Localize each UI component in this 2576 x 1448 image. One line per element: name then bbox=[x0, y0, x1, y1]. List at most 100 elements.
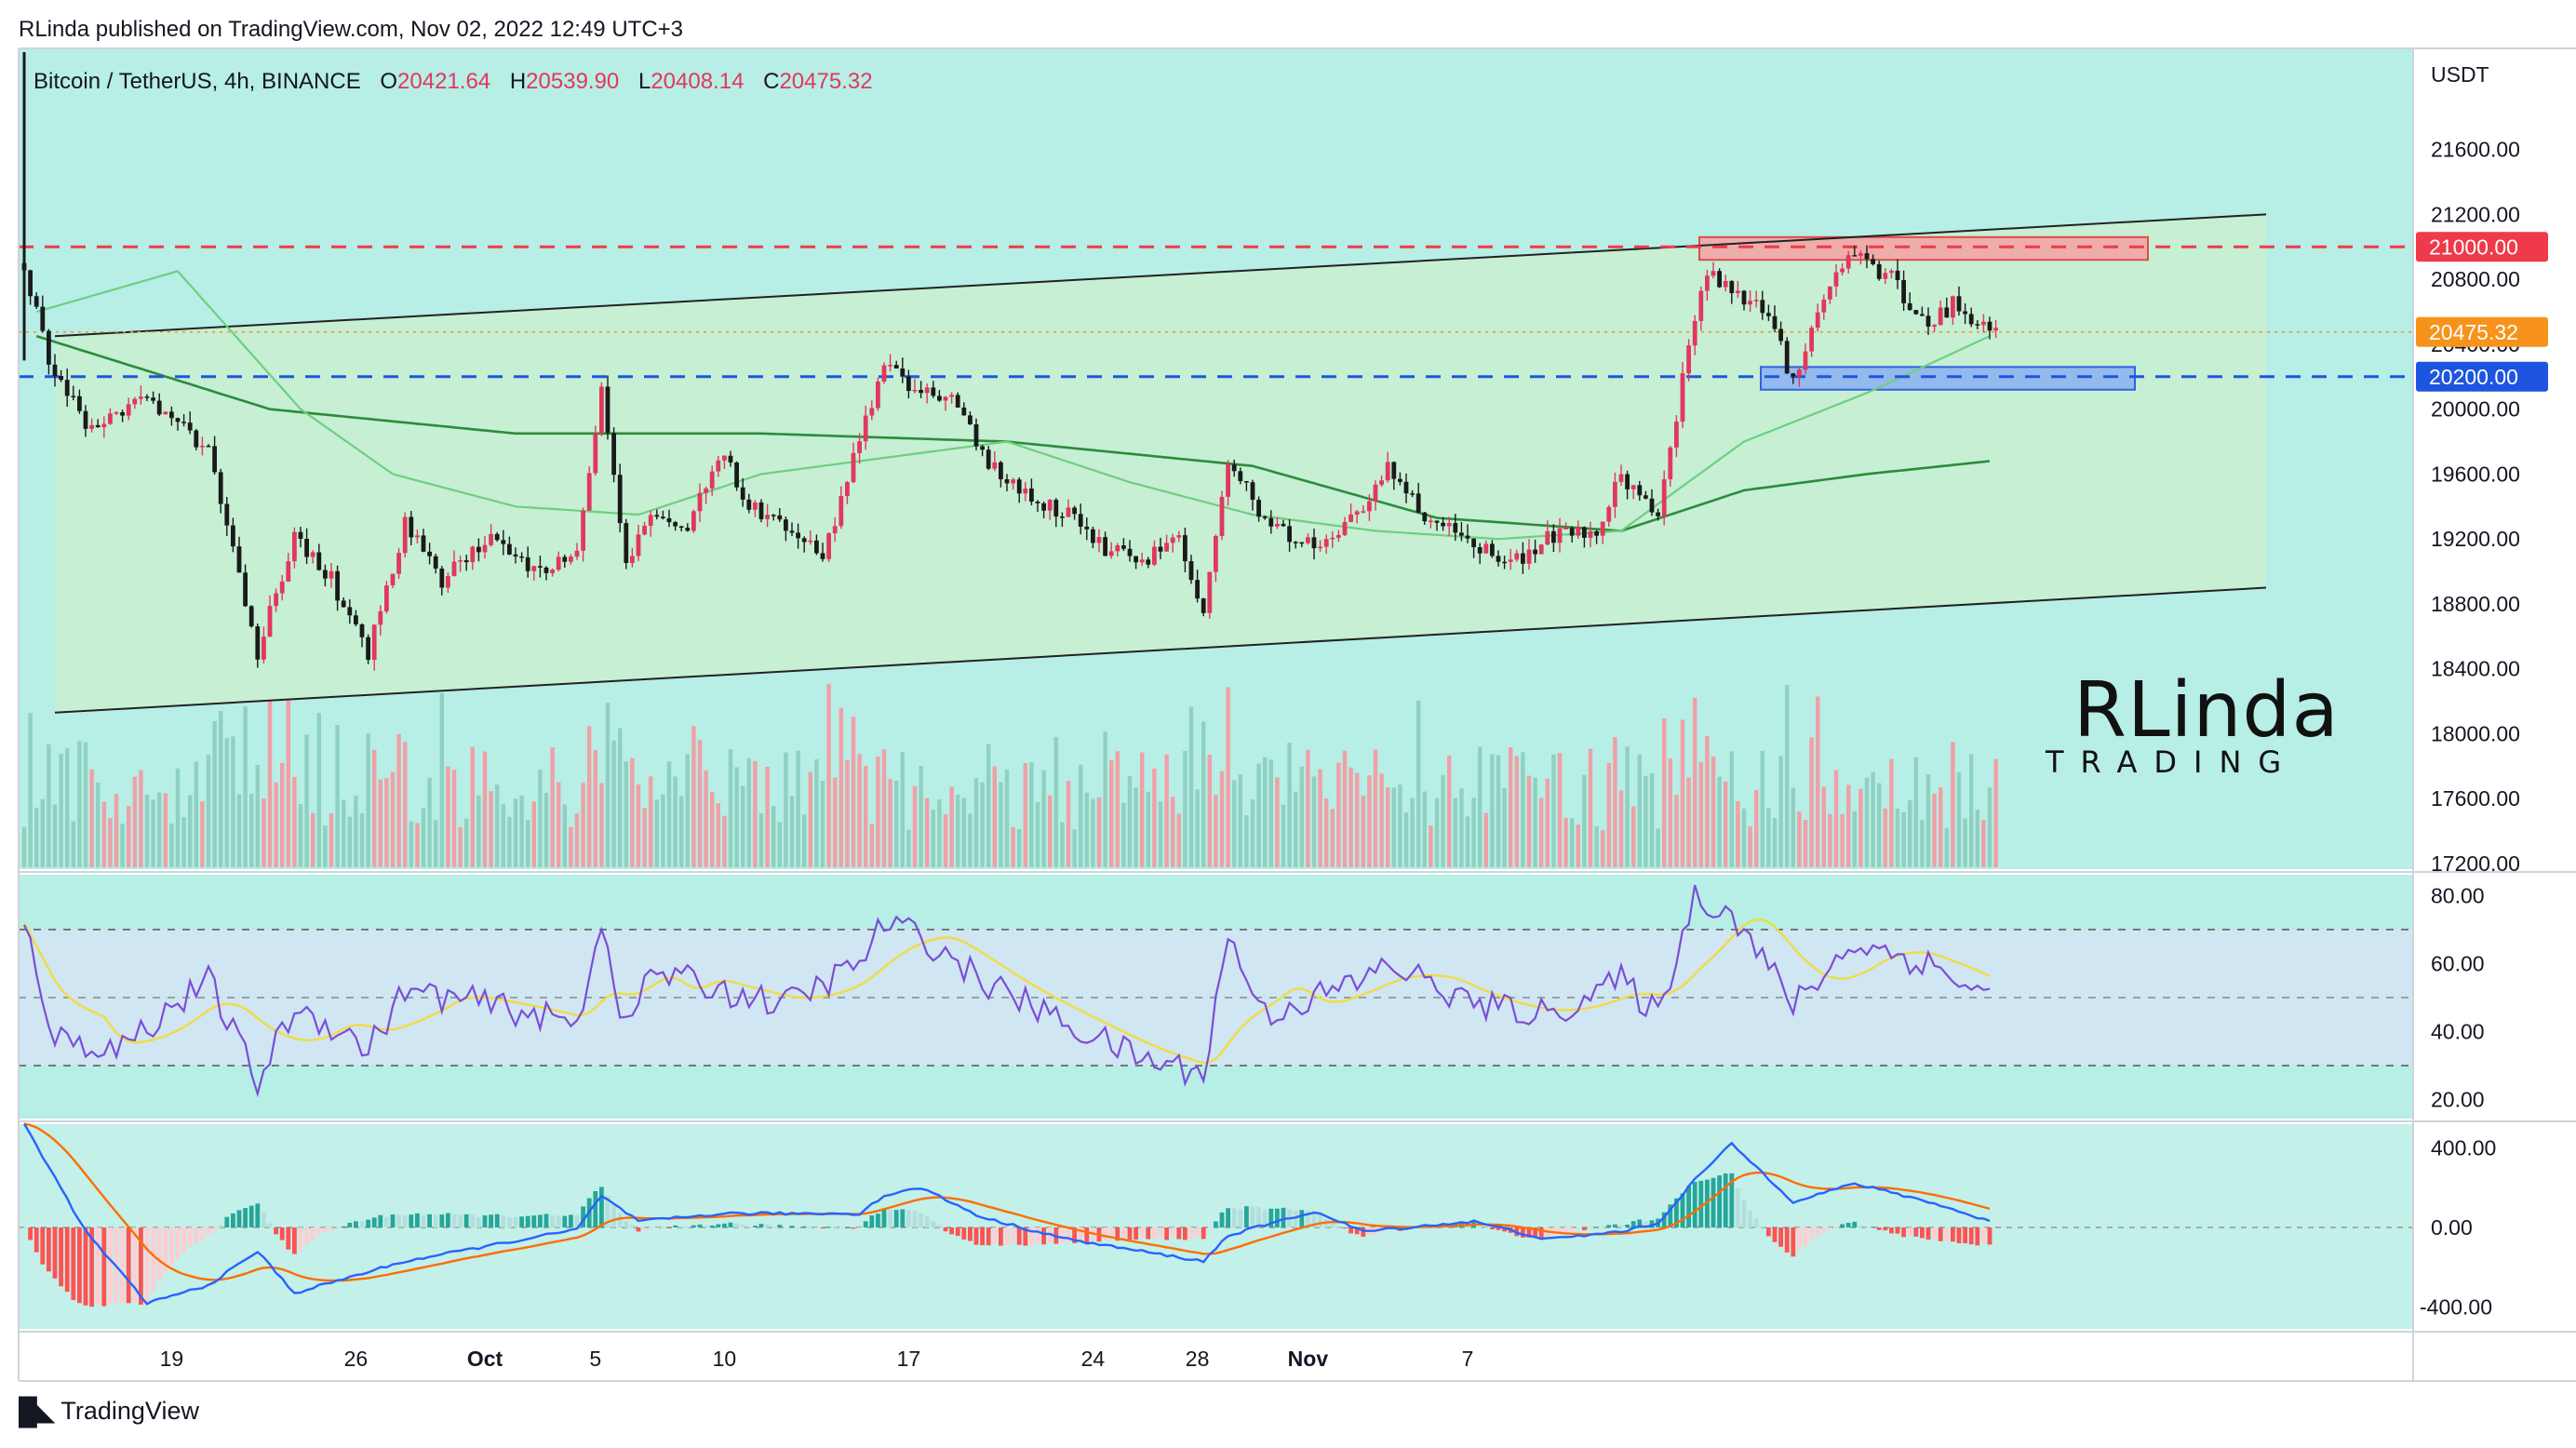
histogram-bar bbox=[1134, 1227, 1138, 1240]
candle-body bbox=[181, 422, 186, 423]
candle-body bbox=[973, 423, 979, 447]
candle-body bbox=[286, 561, 291, 582]
histogram-bar bbox=[1311, 1211, 1317, 1227]
histogram-bar bbox=[1778, 1227, 1783, 1247]
candle-body bbox=[1705, 275, 1710, 291]
volume-bar bbox=[654, 799, 659, 867]
histogram-bar bbox=[181, 1227, 186, 1254]
time-axis[interactable]: 19 26 Oct 5 10 17 24 28 Nov 7 bbox=[160, 1347, 1474, 1371]
candle-body bbox=[1490, 543, 1495, 556]
histogram-bar bbox=[286, 1227, 291, 1250]
volume-bar bbox=[415, 823, 420, 867]
volume-bar bbox=[96, 782, 101, 867]
candle-body bbox=[1828, 286, 1832, 300]
volume-bar bbox=[139, 770, 143, 867]
volume-bar bbox=[1256, 763, 1261, 867]
price-axis[interactable]: 21600.0021200.0020800.0020400.0020000.00… bbox=[2431, 138, 2520, 876]
candle-body bbox=[550, 570, 555, 573]
volume-bar bbox=[132, 776, 137, 867]
candle-body bbox=[704, 488, 708, 493]
volume-bar bbox=[396, 733, 401, 867]
candle-body bbox=[1176, 535, 1182, 538]
candles[interactable] bbox=[21, 52, 1998, 671]
volume-bar bbox=[1171, 797, 1175, 867]
histogram-bar bbox=[255, 1203, 261, 1227]
volume-bar bbox=[1367, 775, 1372, 867]
volume-bar bbox=[464, 818, 469, 867]
histogram-bar bbox=[378, 1214, 383, 1227]
volume-bar bbox=[949, 786, 954, 867]
candle-body bbox=[71, 396, 76, 397]
volume-bar bbox=[1993, 758, 1998, 867]
histogram-bar bbox=[593, 1190, 598, 1227]
candle-body bbox=[556, 556, 561, 570]
volume-bar bbox=[1140, 752, 1145, 867]
histogram-bar bbox=[722, 1223, 727, 1227]
histogram-bar bbox=[654, 1227, 660, 1228]
volume-bar bbox=[1785, 685, 1790, 867]
candle-body bbox=[1164, 543, 1169, 552]
volume-bar bbox=[1698, 761, 1703, 867]
histogram-bar bbox=[1569, 1227, 1575, 1232]
volume-bar bbox=[1963, 818, 1967, 867]
candle-body bbox=[1644, 495, 1648, 499]
candle-body bbox=[1188, 561, 1194, 581]
channel-fill bbox=[55, 214, 2266, 713]
volume-bar bbox=[618, 728, 623, 867]
histogram-bar bbox=[543, 1213, 549, 1227]
volume-bar bbox=[543, 792, 549, 867]
volume-bar bbox=[323, 825, 328, 867]
histogram-bar bbox=[1483, 1227, 1489, 1228]
candle-body bbox=[796, 532, 800, 539]
candle-body bbox=[1446, 523, 1452, 527]
histogram-bar bbox=[999, 1227, 1003, 1246]
histogram-bar bbox=[194, 1227, 199, 1244]
histogram-bar bbox=[1698, 1180, 1704, 1227]
candle-body bbox=[961, 407, 967, 416]
volume-bar bbox=[999, 782, 1003, 867]
volume-bar bbox=[968, 813, 973, 867]
histogram-bar bbox=[562, 1215, 568, 1227]
candle-body bbox=[1809, 328, 1814, 352]
histogram-bar bbox=[1717, 1175, 1722, 1227]
candle-body bbox=[1275, 523, 1280, 527]
candle-body bbox=[1293, 542, 1298, 543]
histogram-bar bbox=[1490, 1227, 1495, 1230]
price-tick-label: 18400.00 bbox=[2431, 657, 2520, 681]
candle-body bbox=[1526, 549, 1532, 564]
volume-bar bbox=[1920, 820, 1925, 867]
volume-bar bbox=[384, 778, 389, 867]
histogram-bar bbox=[501, 1215, 506, 1227]
candle-body bbox=[1256, 500, 1261, 517]
symbol-legend: Bitcoin / TetherUS, 4h, BINANCE O20421.6… bbox=[34, 69, 873, 95]
candle-body bbox=[562, 556, 568, 562]
candle-body bbox=[1238, 471, 1243, 481]
volume-bar bbox=[753, 760, 758, 867]
candle-body bbox=[489, 533, 493, 545]
histogram-bar bbox=[1828, 1227, 1832, 1229]
volume-bar bbox=[636, 784, 641, 867]
histogram-bar bbox=[415, 1213, 420, 1227]
candle-body bbox=[888, 365, 892, 367]
candle-body bbox=[1753, 300, 1759, 302]
volume-bar bbox=[630, 758, 635, 867]
candle-body bbox=[734, 462, 739, 488]
histogram-bar bbox=[820, 1227, 825, 1228]
volume-bar bbox=[1398, 784, 1402, 867]
volume-bar bbox=[280, 762, 285, 867]
candle-body bbox=[507, 543, 512, 555]
histogram-bar bbox=[1127, 1227, 1133, 1240]
histogram-bar bbox=[427, 1213, 432, 1227]
volume-bar bbox=[599, 783, 604, 867]
histogram-bar bbox=[784, 1227, 788, 1228]
rsi-axis: 80.00 60.00 40.00 20.00 bbox=[2431, 883, 2485, 1111]
histogram-bar bbox=[1987, 1227, 1992, 1245]
volume-bar bbox=[157, 792, 162, 867]
rsi-tick-label: 40.00 bbox=[2431, 1020, 2485, 1044]
histogram-bar bbox=[1354, 1227, 1360, 1235]
candle-body bbox=[1367, 501, 1372, 512]
candle-body bbox=[919, 390, 923, 394]
candle-body bbox=[59, 376, 63, 381]
histogram-bar bbox=[329, 1227, 334, 1231]
